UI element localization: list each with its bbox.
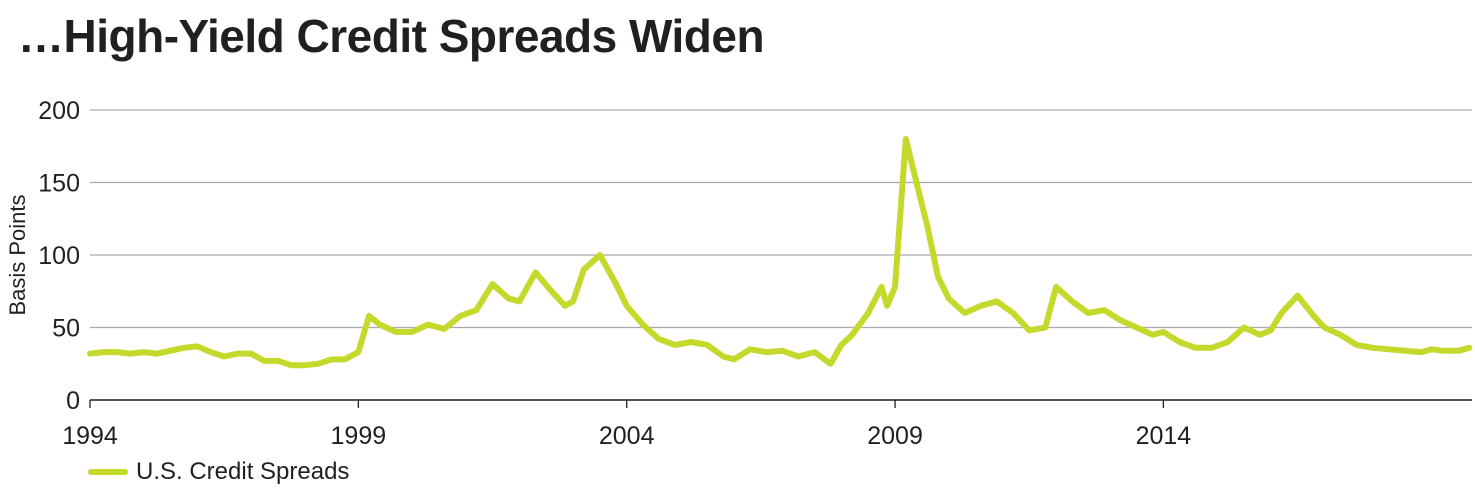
series-lines	[87, 136, 1473, 369]
x-tick-label: 2014	[1136, 422, 1192, 450]
legend-swatch	[88, 469, 128, 475]
y-tick-label: 150	[38, 170, 80, 198]
legend: U.S. Credit Spreads	[88, 458, 349, 486]
x-tick-label: 1999	[331, 422, 387, 450]
y-tick-label: 0	[66, 387, 80, 415]
y-tick-label: 200	[38, 97, 80, 125]
x-tick-label: 2004	[599, 422, 655, 450]
y-axis-label: Basis Points	[5, 194, 30, 315]
x-axis-ticks: 1994 1999 2004 2009 2014	[62, 400, 1191, 450]
x-tick-label: 1994	[62, 422, 118, 450]
y-tick-label: 50	[52, 315, 80, 343]
legend-label: U.S. Credit Spreads	[136, 458, 350, 485]
y-axis-ticks: 0 50 100 150 200	[38, 97, 80, 415]
x-tick-label: 2009	[867, 422, 923, 450]
series-line-us-credit-spreads	[87, 136, 1473, 369]
y-tick-label: 100	[38, 242, 80, 270]
chart-title: …High-Yield Credit Spreads Widen	[18, 10, 765, 62]
grid-lines	[90, 109, 1472, 401]
